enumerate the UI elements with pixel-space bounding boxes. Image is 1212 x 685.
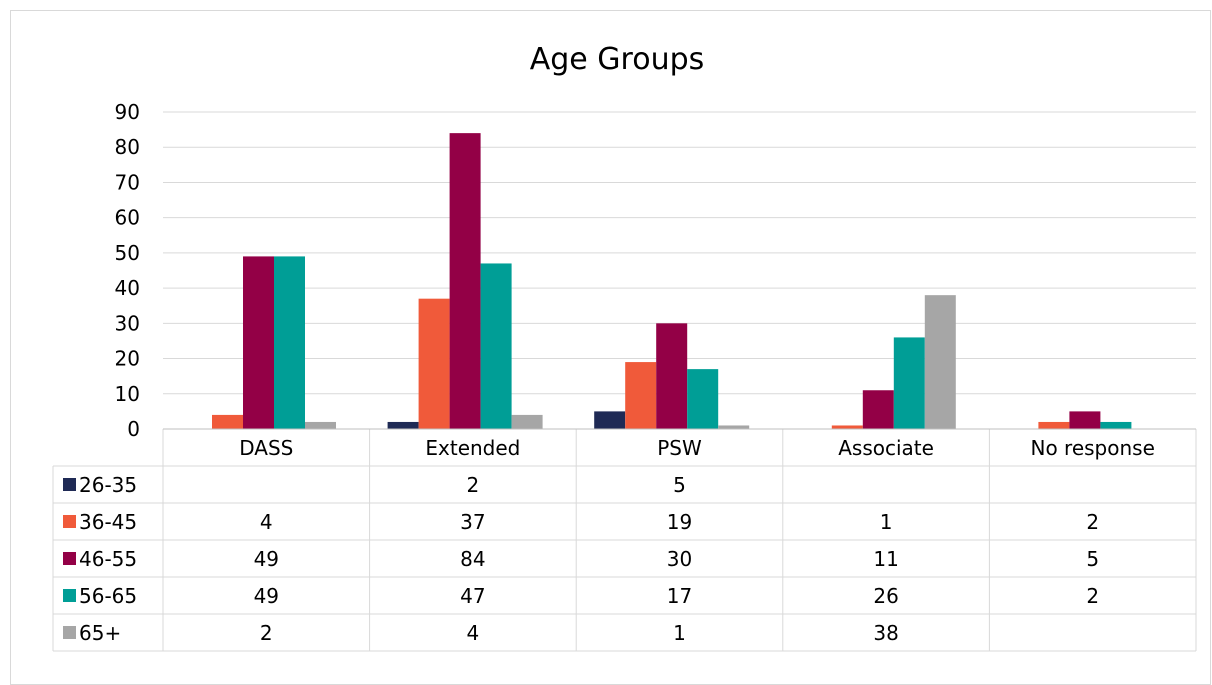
bar [449, 133, 481, 429]
table-cell-value: 49 [254, 584, 279, 608]
category-label: PSW [657, 436, 702, 460]
bar [924, 295, 956, 429]
table-cell-value: 19 [667, 510, 692, 534]
table-cell-value: 47 [460, 584, 485, 608]
table-cell-value: 11 [873, 547, 898, 571]
y-tick-label: 0 [127, 417, 140, 441]
bars [212, 133, 1132, 429]
bar [1038, 421, 1070, 429]
bar [480, 263, 512, 429]
bar [625, 362, 657, 429]
table-cell-value: 38 [873, 621, 898, 645]
y-tick-label: 20 [115, 347, 140, 371]
table-cell-value: 2 [260, 621, 273, 645]
y-tick-label: 60 [115, 206, 140, 230]
bar [893, 337, 925, 429]
bar [862, 390, 894, 429]
y-tick-label: 10 [115, 382, 140, 406]
table-cell-value: 2 [467, 473, 480, 497]
bar [1100, 421, 1132, 429]
table-cell-value: 5 [1086, 547, 1099, 571]
bar [511, 414, 543, 429]
legend-key [63, 626, 76, 639]
bar [718, 425, 750, 429]
category-label: No response [1030, 436, 1154, 460]
bar [387, 421, 419, 429]
chart-title: Age Groups [530, 42, 705, 77]
y-tick-label: 80 [115, 135, 140, 159]
bar [594, 411, 626, 429]
table-cell-value: 37 [460, 510, 485, 534]
legend-label: 65+ [79, 621, 121, 645]
legend-key [63, 515, 76, 528]
y-axis-ticks: 0 10 20 30 40 50 60 70 80 90 [115, 100, 140, 441]
legend-label: 36-45 [79, 510, 137, 534]
legend-label: 26-35 [79, 473, 137, 497]
table-cell-value: 26 [873, 584, 898, 608]
table-cell-value: 30 [667, 547, 692, 571]
table-cell-value: 4 [467, 621, 480, 645]
category-label: Associate [838, 436, 934, 460]
y-tick-label: 30 [115, 311, 140, 335]
bar [656, 323, 688, 429]
table-cell-value: 2 [1086, 510, 1099, 534]
table-cell-value: 17 [667, 584, 692, 608]
bar [243, 256, 274, 429]
y-tick-label: 40 [115, 276, 140, 300]
bar [274, 256, 305, 429]
bar [305, 421, 336, 429]
category-label: Extended [425, 436, 520, 460]
legend-label: 56-65 [79, 584, 137, 608]
table-cell-value: 1 [880, 510, 893, 534]
data-table: DASS Extended PSW Associate No response 26-35… [52, 428, 1197, 652]
legend-key [63, 552, 76, 565]
y-tick-label: 70 [115, 170, 140, 194]
table-cell-value: 84 [460, 547, 485, 571]
bar [418, 298, 450, 429]
y-tick-label: 90 [115, 100, 140, 124]
legend-key [63, 589, 76, 602]
table-cell-value: 5 [673, 473, 686, 497]
bar [1069, 411, 1101, 429]
legend-key [63, 478, 76, 491]
table-cell-value: 1 [673, 621, 686, 645]
legend-label: 46-55 [79, 547, 137, 571]
bar [687, 369, 719, 429]
bar [831, 425, 863, 429]
table-cell-value: 4 [260, 510, 273, 534]
y-tick-label: 50 [115, 241, 140, 265]
bar [212, 414, 243, 429]
category-label: DASS [239, 436, 293, 460]
table-cell-value: 49 [254, 547, 279, 571]
table-cell-value: 2 [1086, 584, 1099, 608]
gridlines [163, 111, 1196, 395]
